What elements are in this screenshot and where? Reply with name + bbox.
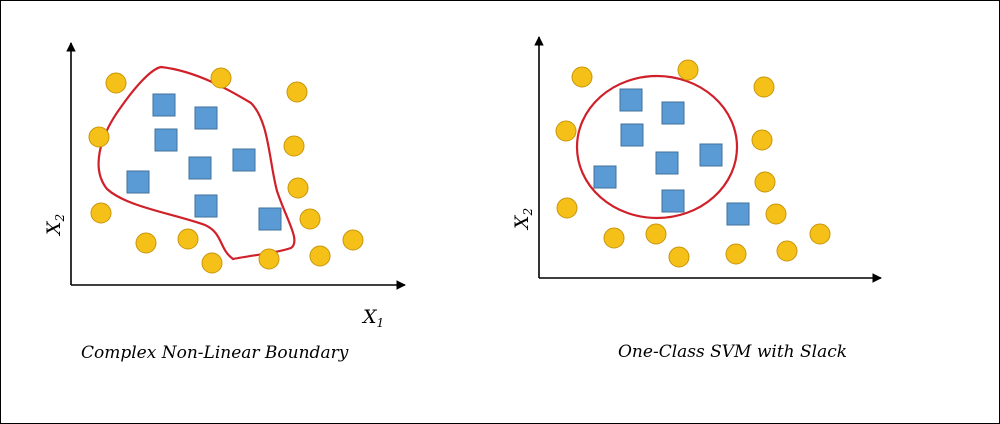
right-square-point: [661, 101, 685, 125]
left-square-point: [152, 93, 176, 117]
right-circle-point: [603, 227, 625, 249]
left-panel: X2 X1: [43, 42, 406, 330]
right-square-point: [661, 189, 685, 213]
right-svm-boundary: [575, 74, 739, 220]
right-square-point: [726, 202, 750, 226]
left-square-point: [194, 106, 218, 130]
left-circle-point: [309, 245, 331, 267]
right-square-point: [593, 165, 617, 189]
left-x-axis-letter: X: [361, 306, 378, 328]
right-y-axis-subscript: 2: [521, 208, 535, 217]
right-circle-point: [571, 66, 593, 88]
left-square-point: [258, 207, 282, 231]
left-circle-point: [258, 248, 280, 270]
left-circle-point: [201, 252, 223, 274]
left-circle-point: [88, 126, 110, 148]
left-circle-point: [286, 81, 308, 103]
right-circle-point: [725, 243, 747, 265]
left-circle-point: [342, 229, 364, 251]
right-circle-point: [809, 223, 831, 245]
left-circle-point: [105, 72, 127, 94]
left-y-axis-letter: X: [43, 220, 65, 237]
right-circle-point: [555, 120, 577, 142]
right-circle-point: [754, 171, 776, 193]
right-square-point: [655, 151, 679, 175]
left-square-point: [154, 128, 178, 152]
right-square-point: [620, 123, 644, 147]
right-circle-point: [751, 129, 773, 151]
left-circle-point: [287, 177, 309, 199]
right-circle-point: [776, 240, 798, 262]
right-circle-point: [556, 197, 578, 219]
right-square-point: [619, 88, 643, 112]
left-square-point: [232, 148, 256, 172]
right-panel: X2: [511, 36, 882, 283]
right-caption: One-Class SVM with Slack: [618, 342, 848, 362]
left-y-axis-label: X2: [43, 214, 67, 237]
left-circle-point: [177, 228, 199, 250]
left-square-point: [126, 170, 150, 194]
right-circle-point: [645, 223, 667, 245]
left-x-axis-label: X1: [361, 306, 384, 330]
left-circle-point: [135, 232, 157, 254]
left-square-point: [188, 156, 212, 180]
right-circle-point: [677, 59, 699, 81]
right-square-point: [699, 143, 723, 167]
right-circle-point: [765, 203, 787, 225]
left-y-axis-subscript: 2: [53, 214, 67, 223]
left-circle-point: [210, 67, 232, 89]
right-circle-point: [753, 76, 775, 98]
left-circle-point: [299, 208, 321, 230]
right-circle-point: [668, 246, 690, 268]
right-y-axis-letter: X: [511, 214, 533, 231]
left-circle-point: [90, 202, 112, 224]
left-x-axis-subscript: 1: [377, 316, 385, 330]
left-square-point: [194, 194, 218, 218]
right-y-axis-label: X2: [511, 208, 535, 231]
left-caption: Complex Non-Linear Boundary: [81, 343, 349, 363]
left-circle-point: [283, 135, 305, 157]
